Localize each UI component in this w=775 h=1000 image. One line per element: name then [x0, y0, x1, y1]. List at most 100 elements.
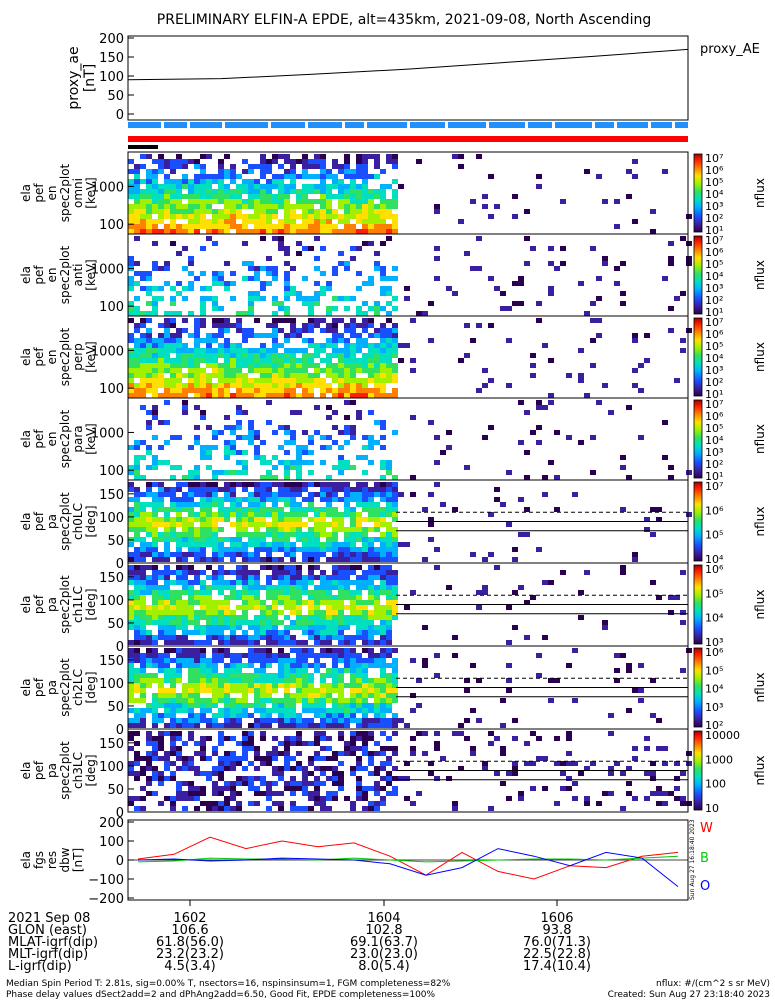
spectrogram-cell	[164, 653, 170, 658]
spectrogram-cell	[380, 557, 386, 562]
spectrogram-cell	[140, 440, 146, 445]
spectrogram-cell	[164, 630, 170, 635]
spectrogram-cell	[296, 460, 302, 465]
spectrogram-cell	[134, 204, 140, 209]
spectrogram-cell	[296, 610, 302, 615]
spectrogram-cell	[170, 209, 176, 214]
spectrogram-cell	[362, 547, 368, 552]
spectrogram-cell	[350, 199, 356, 204]
spectrogram-cell	[200, 678, 206, 683]
spectrogram-cell	[284, 668, 290, 673]
colorbar-tick-label: 10²	[705, 294, 723, 307]
spectrogram-cell	[248, 688, 254, 693]
spectrogram-cell	[452, 291, 458, 296]
spectrogram-cell	[302, 663, 308, 668]
spectrogram-cell	[302, 487, 308, 492]
spectrogram-cell	[170, 199, 176, 204]
spectrogram-cell	[500, 751, 506, 756]
spectrogram-cell	[176, 635, 182, 640]
spectrogram-cell	[614, 199, 620, 204]
spectrogram-cell	[260, 199, 266, 204]
spectrogram-cell	[152, 393, 158, 398]
spectrogram-cell	[686, 801, 692, 806]
spectrogram-cell	[200, 358, 206, 363]
spectrogram-cell	[278, 328, 284, 333]
spectrogram-cell	[482, 435, 488, 440]
spectrogram-cell	[260, 236, 266, 241]
spectrogram-cell	[290, 487, 296, 492]
spectrogram-cell	[272, 373, 278, 378]
spectrogram-cell	[134, 487, 140, 492]
spectrogram-cell	[182, 363, 188, 368]
spectrogram-cell	[278, 517, 284, 522]
spectrogram-cell	[194, 698, 200, 703]
spectrogram-cell	[680, 236, 686, 241]
spectrogram-cell	[632, 552, 638, 557]
spectrogram-cell	[266, 658, 272, 663]
spectrogram-cell	[152, 736, 158, 741]
spectrogram-cell	[332, 791, 338, 796]
spectrogram-cell	[362, 281, 368, 286]
spectrogram-cell	[392, 718, 398, 723]
spectrogram-cell	[260, 713, 266, 718]
spectrogram-cell	[350, 465, 356, 470]
spectrogram-cell	[176, 229, 182, 234]
spectrogram-cell	[134, 668, 140, 673]
spectrogram-cell	[218, 383, 224, 388]
spectrogram-cell	[362, 640, 368, 645]
spectrogram-cell	[272, 363, 278, 368]
spectrogram-cell	[410, 736, 416, 741]
spectrogram-cell	[236, 328, 242, 333]
spectrogram-cell	[314, 378, 320, 383]
spectrogram-cell	[524, 410, 530, 415]
spectrogram-cell	[272, 296, 278, 301]
spectrogram-cell	[278, 532, 284, 537]
spectrogram-cell	[146, 169, 152, 174]
spectrogram-cell	[134, 776, 140, 781]
spectrogram-cell	[194, 184, 200, 189]
spectrogram-cell	[236, 502, 242, 507]
fgs-ytick-label: −200	[88, 892, 124, 907]
colorbar-tick-label: 10¹	[705, 224, 723, 237]
spectrogram-cell	[374, 688, 380, 693]
spectrogram-cell	[650, 580, 656, 585]
panel-ytick-label: 150	[99, 488, 124, 503]
spectrogram-cell	[524, 261, 530, 266]
spectrogram-cell	[290, 169, 296, 174]
spectrogram-cell	[326, 343, 332, 348]
spectrogram-cell	[488, 276, 494, 281]
spectrogram-cell	[218, 194, 224, 199]
spectrogram-cell	[212, 580, 218, 585]
spectrogram-cell	[200, 497, 206, 502]
spectrogram-cell	[200, 741, 206, 746]
spectrogram-cell	[332, 224, 338, 229]
spectrogram-cell	[362, 318, 368, 323]
spectrogram-cell	[182, 174, 188, 179]
spectrogram-cell	[152, 204, 158, 209]
spectrogram-cell	[326, 532, 332, 537]
spectrogram-cell	[386, 363, 392, 368]
spectrogram-cell	[242, 169, 248, 174]
spectrogram-cell	[278, 663, 284, 668]
spectrogram-cell	[362, 658, 368, 663]
spectrogram-cell	[218, 713, 224, 718]
spectrogram-cell	[230, 552, 236, 557]
spectrogram-cell	[212, 542, 218, 547]
spectrogram-cell	[212, 281, 218, 286]
spectrogram-cell	[254, 291, 260, 296]
spectrogram-cell	[152, 209, 158, 214]
spectrogram-cell	[188, 781, 194, 786]
spectrogram-cell	[164, 537, 170, 542]
spectrogram-cell	[350, 590, 356, 595]
spectrogram-cell	[290, 552, 296, 557]
spectrogram-cell	[350, 620, 356, 625]
spectrogram-cell	[332, 492, 338, 497]
spectrogram-cell	[308, 761, 314, 766]
spectrogram-cell	[134, 731, 140, 736]
spectrogram-cell	[314, 174, 320, 179]
spectrogram-cell	[158, 169, 164, 174]
spectrogram-cell	[356, 708, 362, 713]
spectrogram-cell	[236, 547, 242, 552]
spectrogram-cell	[260, 648, 266, 653]
spectrogram-cell	[140, 565, 146, 570]
